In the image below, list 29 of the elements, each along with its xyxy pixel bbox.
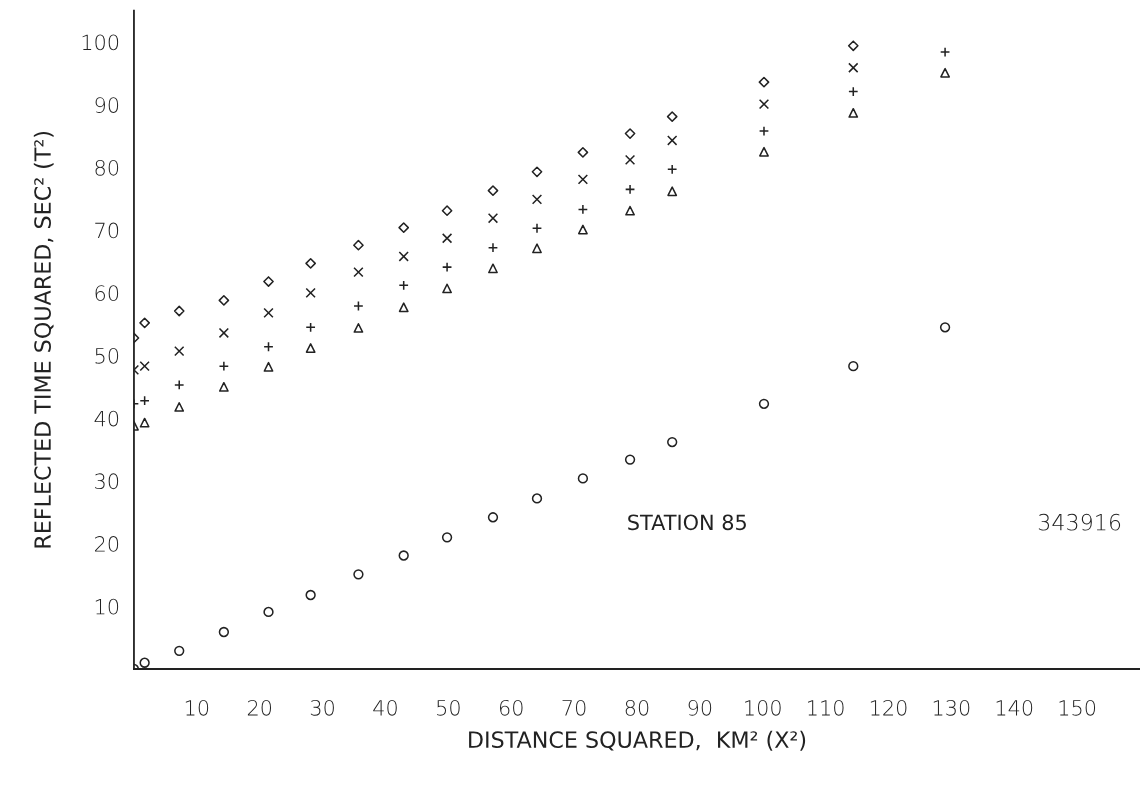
x-tick-label: 40 — [373, 699, 397, 716]
x-tick-label: 60 — [499, 699, 523, 716]
y-tick-label: 10 — [95, 598, 119, 615]
x-tick-label: 80 — [625, 699, 649, 716]
y-tick-label: 80 — [95, 159, 119, 176]
x-tick-label: 10 — [185, 699, 209, 716]
y-tick-label: 100 — [82, 34, 119, 51]
x-tick-label: 130 — [933, 699, 970, 716]
annotation: STATION 85 — [628, 514, 746, 531]
y-tick-label: 40 — [94, 410, 119, 427]
y-axis-title: REFLECTED TIME SQUARED, SEC² (T²) — [33, 131, 54, 548]
x-tick-label: 150 — [1059, 699, 1096, 716]
y-tick-label: 20 — [95, 536, 119, 552]
x-tick-label: 70 — [562, 699, 586, 716]
x-tick-label: 140 — [996, 699, 1033, 716]
x-tick-label: 30 — [310, 699, 334, 716]
y-tick-label: 30 — [95, 473, 119, 490]
y-tick-label: 60 — [95, 285, 119, 302]
y-tick-label: 90 — [95, 97, 119, 113]
x-tick-label: 90 — [688, 699, 712, 716]
y-tick-label: 50 — [95, 347, 119, 364]
x-axis-title: DISTANCE SQUARED, KM² (X²) — [469, 730, 806, 751]
x-tick-label: 110 — [808, 699, 844, 716]
annotation: 343916 — [1038, 513, 1121, 531]
x-tick-label: 120 — [870, 699, 907, 716]
x-tick-label: 50 — [437, 699, 460, 716]
x-tick-label: 100 — [745, 699, 781, 716]
y-tick-label: 70 — [95, 222, 119, 239]
x-tick-label: 20 — [247, 699, 272, 716]
